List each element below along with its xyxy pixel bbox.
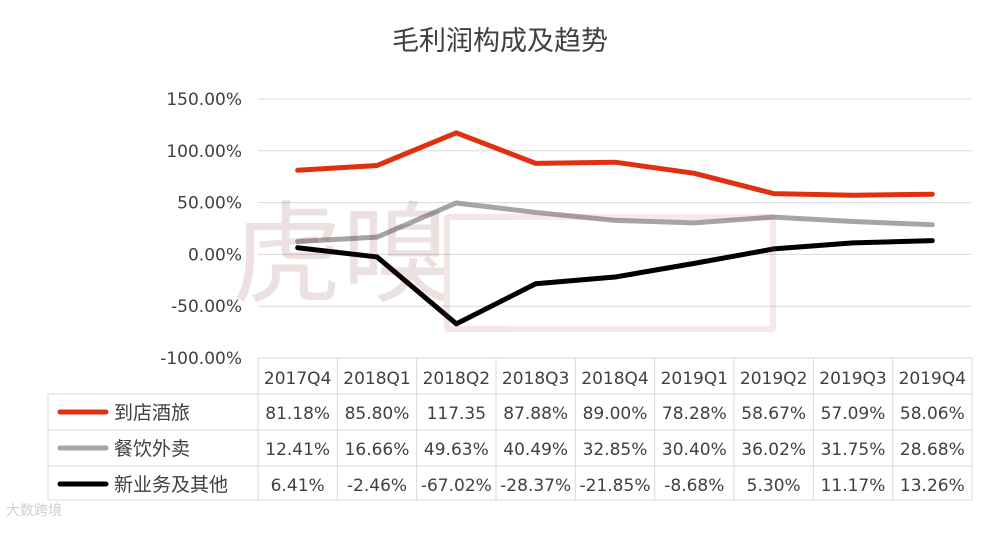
- data-table-cell: 58.06%: [900, 404, 965, 424]
- data-table-cell: 87.88%: [503, 404, 568, 424]
- data-table-cell: -2.46%: [347, 476, 407, 496]
- legend-label: 新业务及其他: [114, 474, 228, 496]
- data-table-cell: 89.00%: [583, 404, 648, 424]
- y-tick-label: 50.00%: [177, 194, 242, 214]
- x-category-label: 2019Q2: [740, 369, 807, 389]
- y-tick-label: -100.00%: [160, 349, 242, 369]
- data-table-cell: 85.80%: [345, 404, 410, 424]
- data-table-cell: 16.66%: [345, 440, 410, 460]
- data-table-cell: 32.85%: [583, 440, 648, 460]
- data-table-cell: 12.41%: [265, 440, 330, 460]
- y-tick-label: 150.00%: [166, 90, 242, 110]
- x-category-label: 2017Q4: [264, 369, 331, 389]
- x-category-label: 2019Q4: [899, 369, 966, 389]
- chart-title: 毛利润构成及趋势: [392, 26, 608, 57]
- y-tick-label: 0.00%: [188, 245, 242, 265]
- y-tick-label: -50.00%: [171, 297, 242, 317]
- legend-label: 餐饮外卖: [114, 438, 190, 460]
- data-table-cell: 31.75%: [821, 440, 886, 460]
- data-table-cell: 81.18%: [265, 404, 330, 424]
- data-table-cell: 117.35: [427, 404, 486, 424]
- data-table-cell: 58.67%: [741, 404, 806, 424]
- data-table-cell: -8.68%: [664, 476, 724, 496]
- x-category-label: 2019Q3: [819, 369, 886, 389]
- series-line: [295, 200, 935, 245]
- watermark-text: 虎嗅: [232, 191, 452, 319]
- data-table-cell: -67.02%: [421, 476, 492, 496]
- legend-label: 到店酒旅: [114, 402, 190, 424]
- series-line: [295, 130, 935, 198]
- data-table-cell: 36.02%: [741, 440, 806, 460]
- series-line: [295, 238, 935, 327]
- x-category-label: 2018Q2: [423, 369, 490, 389]
- data-table-cell: 30.40%: [662, 440, 727, 460]
- footer-brand: 大数跨境: [6, 503, 62, 519]
- data-table-cell: -28.37%: [500, 476, 571, 496]
- x-category-label: 2018Q1: [343, 369, 410, 389]
- data-table-cell: 57.09%: [821, 404, 886, 424]
- x-category-label: 2019Q1: [661, 369, 728, 389]
- data-table-cell: 40.49%: [503, 440, 568, 460]
- y-tick-label: 100.00%: [166, 142, 242, 162]
- data-table-cell: 6.41%: [271, 476, 325, 496]
- data-table-cell: 5.30%: [747, 476, 801, 496]
- data-table-cell: 49.63%: [424, 440, 489, 460]
- data-table-cell: -21.85%: [580, 476, 651, 496]
- data-table-cell: 28.68%: [900, 440, 965, 460]
- x-category-label: 2018Q4: [581, 369, 648, 389]
- watermark-brand-box: [444, 214, 776, 332]
- x-category-label: 2018Q3: [502, 369, 569, 389]
- data-table-cell: 13.26%: [900, 476, 965, 496]
- data-table-cell: 78.28%: [662, 404, 727, 424]
- data-table-cell: 11.17%: [821, 476, 886, 496]
- watermark: 虎嗅: [232, 190, 776, 332]
